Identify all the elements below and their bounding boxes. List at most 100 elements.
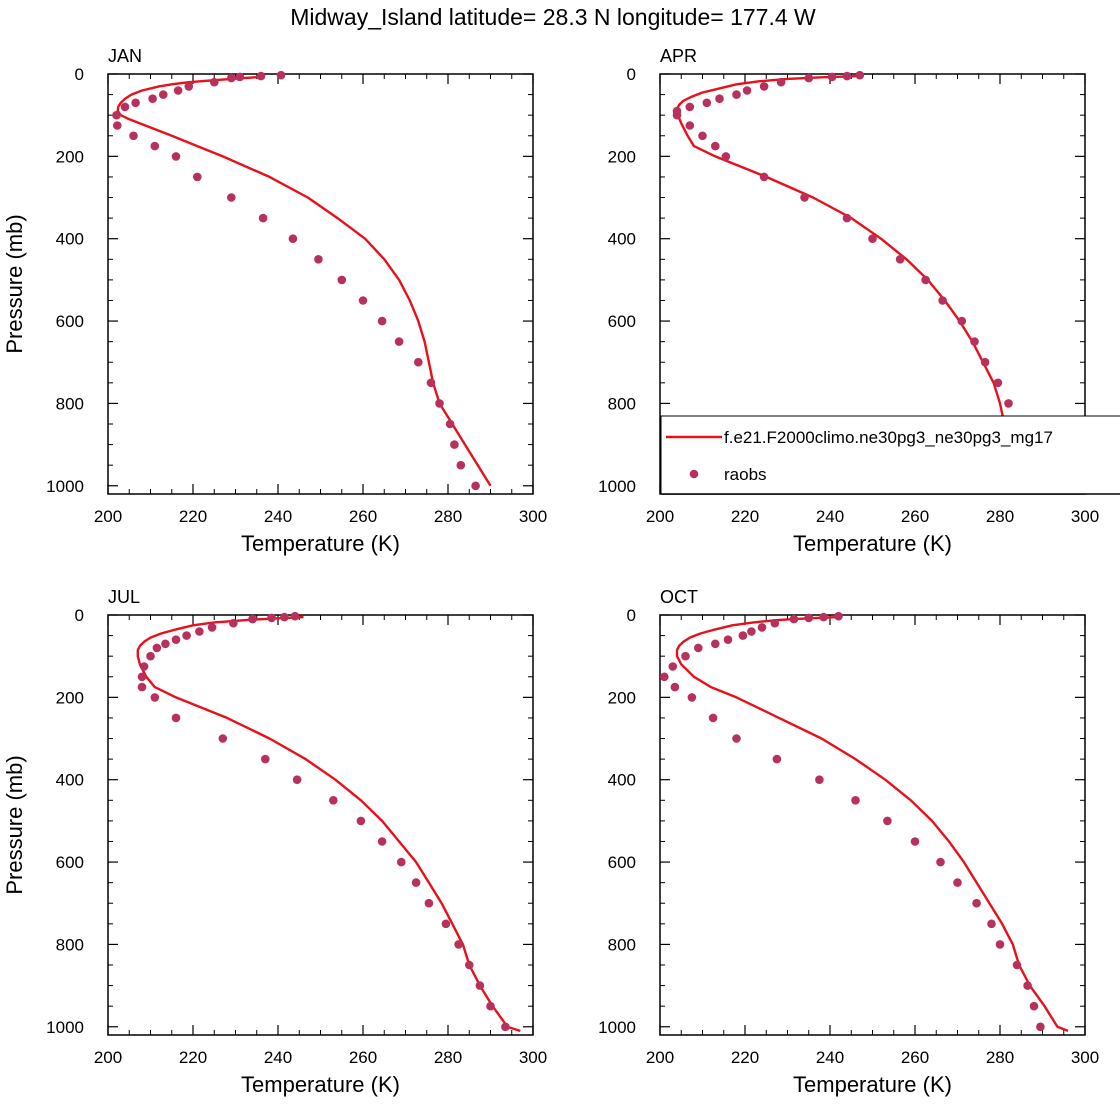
raobs-point <box>288 234 298 243</box>
raobs-point <box>993 378 1003 388</box>
raobs-point <box>698 131 707 141</box>
raobs-point <box>227 73 236 83</box>
raobs-point <box>292 775 302 784</box>
raobs-point <box>112 110 121 120</box>
raobs-point <box>1036 1022 1045 1032</box>
raobs-point <box>936 857 945 867</box>
raobs-point <box>687 693 697 702</box>
raobs-point <box>377 837 387 846</box>
raobs-point <box>742 86 752 95</box>
raobs-point <box>471 481 480 491</box>
raobs-point <box>759 82 769 91</box>
x-axis-title: Temperature (K) <box>241 531 400 556</box>
raobs-point <box>377 316 387 326</box>
raobs-point <box>161 639 170 649</box>
raobs-point <box>819 612 828 622</box>
x-tick-label: 220 <box>179 507 207 526</box>
raobs-point <box>256 71 266 81</box>
raobs-point <box>732 90 741 99</box>
raobs-point <box>980 357 990 367</box>
raobs-point <box>267 613 276 623</box>
x-tick-label: 200 <box>94 1048 122 1067</box>
x-tick-label: 280 <box>986 1048 1014 1067</box>
raobs-point <box>450 440 459 449</box>
raobs-point <box>970 337 979 346</box>
raobs-point <box>414 357 423 367</box>
y-axis-title: Pressure (mb) <box>2 755 27 894</box>
raobs-point <box>1012 960 1022 970</box>
raobs-point <box>207 623 217 632</box>
raobs-point <box>721 152 731 161</box>
raobs-point <box>227 193 236 202</box>
x-axis-title: Temperature (K) <box>793 531 952 556</box>
raobs-point <box>148 94 157 103</box>
x-axis-title: Temperature (K) <box>793 1072 952 1097</box>
legend-obs-label: raobs <box>724 465 767 484</box>
raobs-point <box>358 296 368 305</box>
raobs-point <box>738 631 748 640</box>
y-tick-label: 200 <box>56 688 84 707</box>
y-tick-label: 0 <box>75 606 84 625</box>
raobs-point <box>261 754 270 764</box>
y-tick-label: 800 <box>608 935 636 954</box>
raobs-point <box>146 651 155 661</box>
y-tick-label: 600 <box>608 312 636 331</box>
raobs-point <box>842 71 852 81</box>
raobs-point <box>426 378 436 388</box>
raobs-point <box>855 70 865 80</box>
raobs-point <box>150 693 160 702</box>
raobs-point <box>660 672 669 682</box>
plot-frame <box>107 614 534 1036</box>
y-tick-label: 800 <box>56 394 84 413</box>
y-tick-label: 400 <box>56 230 84 249</box>
legend-obs-swatch <box>689 469 699 479</box>
raobs-point <box>193 172 202 182</box>
raobs-point <box>694 643 703 653</box>
y-tick-label: 200 <box>608 688 636 707</box>
x-tick-label: 300 <box>1071 507 1099 526</box>
raobs-point <box>120 102 130 112</box>
y-tick-label: 600 <box>56 312 84 331</box>
raobs-point <box>218 734 228 743</box>
raobs-point <box>987 919 996 929</box>
x-axis-title: Temperature (K) <box>241 1072 400 1097</box>
raobs-point <box>910 837 920 846</box>
raobs-point <box>139 662 149 671</box>
x-tick-label: 240 <box>264 1048 292 1067</box>
x-tick-label: 300 <box>519 507 547 526</box>
raobs-point <box>1029 1001 1039 1011</box>
x-tick-label: 220 <box>179 1048 207 1067</box>
raobs-point <box>258 213 268 223</box>
panel-label-jan: JAN <box>108 46 142 66</box>
raobs-point <box>670 682 680 692</box>
raobs-point <box>314 254 323 264</box>
y-tick-label: 0 <box>75 65 84 84</box>
model-profile-line <box>136 615 521 1033</box>
x-tick-label: 260 <box>349 507 377 526</box>
raobs-point <box>776 77 786 87</box>
raobs-point <box>685 121 695 130</box>
raobs-point <box>173 86 183 95</box>
raobs-point <box>723 635 733 644</box>
model-profile-line <box>116 75 492 487</box>
panels: 200 220 240 260 280 300 0 200 400 600 800 1000 JAN Te… <box>2 46 1120 1097</box>
raobs-point <box>895 254 905 264</box>
raobs-point <box>184 82 194 91</box>
raobs-point <box>280 612 289 622</box>
x-tick-label: 280 <box>434 1048 462 1067</box>
raobs-point <box>715 94 724 103</box>
raobs-point <box>171 152 181 161</box>
raobs-point <box>772 754 782 764</box>
legend: f.e21.F2000climo.ne30pg3_ne30pg3_mg17rao… <box>660 415 1120 495</box>
raobs-point <box>770 618 780 628</box>
raobs-point <box>815 775 824 784</box>
raobs-point <box>290 611 300 621</box>
raobs-point <box>137 682 147 692</box>
raobs-point <box>129 131 138 141</box>
panel-label-jul: JUL <box>108 587 140 607</box>
y-tick-label: 400 <box>608 230 636 249</box>
raobs-point <box>486 1001 495 1011</box>
panel-label-apr: APR <box>660 46 697 66</box>
raobs-point <box>868 234 877 243</box>
x-tick-label: 200 <box>94 507 122 526</box>
